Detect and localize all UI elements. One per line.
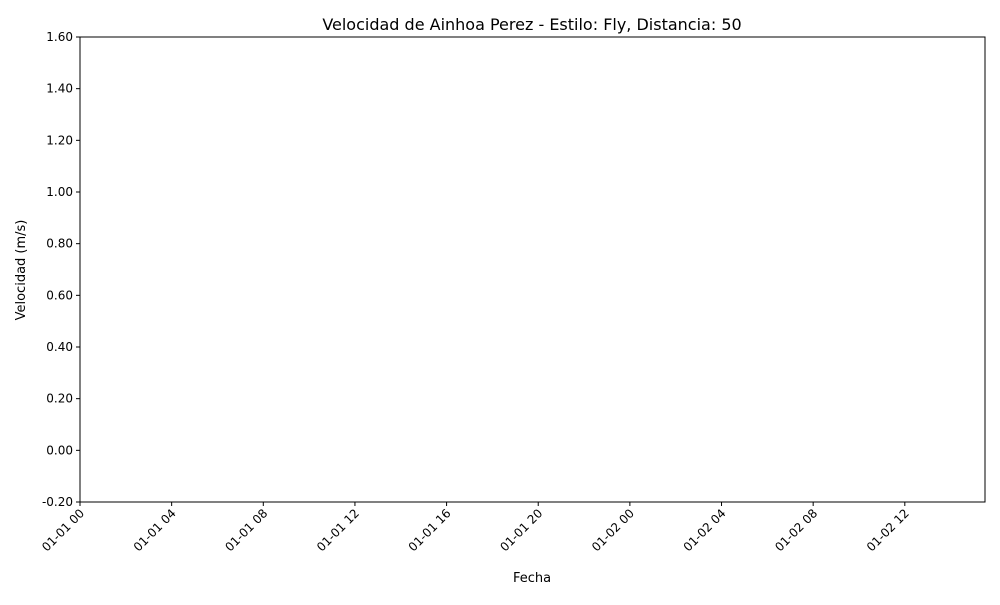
y-tick-label: 1.40 <box>46 82 73 96</box>
y-tick-label: 0.80 <box>46 237 73 251</box>
y-tick-label: 1.20 <box>46 133 73 147</box>
y-tick-label: 0.60 <box>46 288 73 302</box>
y-axis-label: Velocidad (m/s) <box>14 220 29 321</box>
chart-title: Velocidad de Ainhoa Perez - Estilo: Fly,… <box>322 15 741 34</box>
y-tick-label: 0.20 <box>46 392 73 406</box>
x-axis-label: Fecha <box>513 571 551 586</box>
plot-area <box>79 36 986 503</box>
y-axis-ticks: -0.20 0.00 0.20 0.40 0.60 0.80 1.00 1.20 1.40 1.6… <box>42 30 80 509</box>
y-tick-label: -0.20 <box>42 495 73 509</box>
y-tick-label: 1.00 <box>46 185 73 199</box>
y-tick-label: 0.40 <box>46 340 73 354</box>
y-tick-label: 1.60 <box>46 30 73 44</box>
y-tick-label: 0.00 <box>46 443 73 457</box>
